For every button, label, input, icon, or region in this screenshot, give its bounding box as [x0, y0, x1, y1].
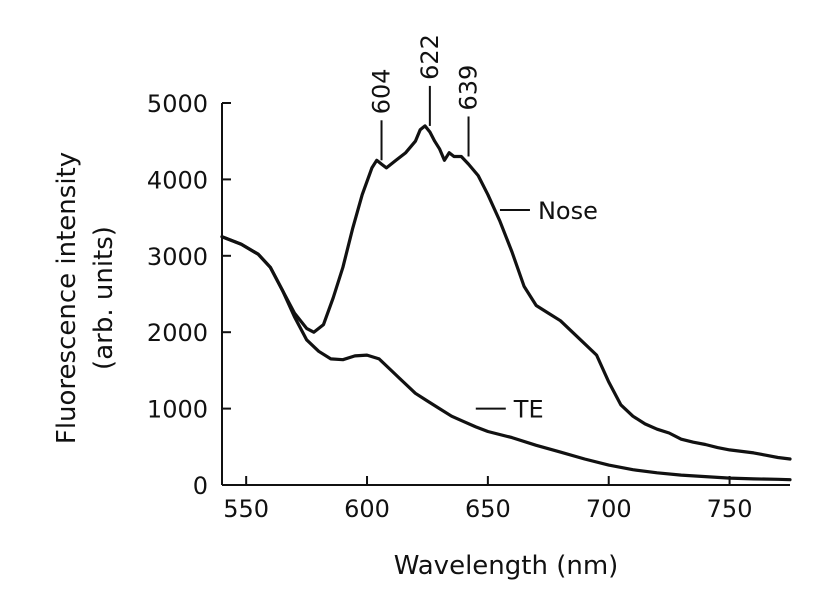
- y-axis-label-sub: (arb. units): [89, 226, 119, 370]
- peak-639-label: 639: [455, 65, 483, 111]
- series-te-label: TE: [513, 396, 544, 424]
- series-te-line: [220, 235, 792, 482]
- x-tick-label-750: 750: [707, 495, 753, 523]
- peak-622-label: 622: [416, 34, 444, 80]
- axes: [221, 103, 790, 486]
- y-tick-label-3000: 3000: [147, 243, 208, 271]
- y-axis-label-line-1: Fluorescence intensity: [52, 152, 82, 444]
- annotations: 604 622 639: [368, 34, 483, 161]
- y-tick-label-0: 0: [193, 472, 208, 500]
- y-tick-label-2000: 2000: [147, 319, 208, 347]
- x-tick-label-700: 700: [586, 495, 632, 523]
- y-tick-label-5000: 5000: [147, 90, 208, 118]
- x-tick-label-650: 650: [465, 495, 511, 523]
- series-nose-line: [220, 124, 792, 461]
- y-axis-label: Fluorescence intensity: [52, 152, 82, 444]
- y-tick-label-4000: 4000: [147, 166, 208, 194]
- series-group: Nose TE: [220, 124, 792, 482]
- x-axis-label: Wavelength (nm): [394, 551, 619, 581]
- y-tick-label-1000: 1000: [147, 396, 208, 424]
- x-tick-label-550: 550: [223, 495, 269, 523]
- peak-604-label: 604: [368, 68, 396, 114]
- series-nose-label: Nose: [538, 197, 598, 225]
- y-axis-label-line-2: (arb. units): [89, 226, 119, 370]
- x-tick-label-600: 600: [344, 495, 390, 523]
- ticks: 550 600 650 700 750 0 1000 2000 3000 4000 5000: [147, 90, 753, 523]
